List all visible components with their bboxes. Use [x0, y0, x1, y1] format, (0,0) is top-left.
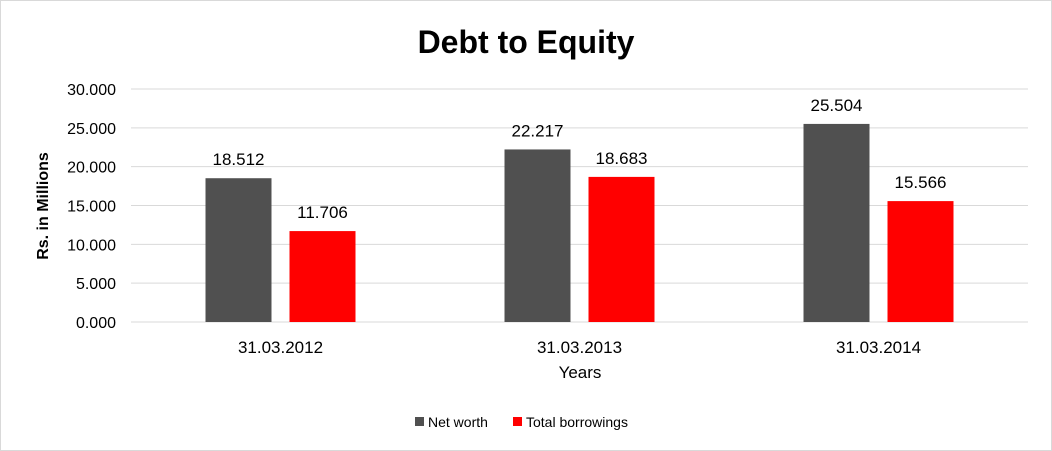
legend-swatch: [415, 417, 424, 426]
bar-net-worth: [205, 178, 272, 322]
bars: [205, 123, 954, 322]
x-axis-categories: 31.03.2012 31.03.2013 31.03.2014: [238, 338, 921, 357]
gridlines: [131, 88, 1028, 323]
y-tick-label: 10.000: [67, 237, 116, 254]
y-tick-label: 15.000: [67, 199, 116, 216]
legend-label: Net worth: [428, 414, 488, 430]
x-category-label: 31.03.2012: [238, 338, 323, 357]
y-axis-ticks: 0.000 5.000 10.000 15.000 20.000 25.000 30.000: [67, 82, 116, 332]
y-axis-title: Rs. in Millions: [35, 152, 52, 260]
x-category-label: 31.03.2014: [836, 338, 921, 357]
data-labels: 18.512 11.706 22.217 18.683 25.504 15.566: [213, 96, 947, 222]
bar-net-worth: [803, 123, 870, 322]
x-category-label: 31.03.2013: [537, 338, 622, 357]
x-axis-title: Years: [559, 363, 602, 382]
y-tick-label: 25.000: [67, 121, 116, 138]
y-tick-label: 5.000: [76, 276, 116, 293]
y-tick-label: 20.000: [67, 160, 116, 177]
data-label: 18.683: [596, 149, 648, 168]
data-label: 11.706: [297, 203, 348, 222]
chart-title: Debt to Equity: [418, 24, 635, 60]
bar-total-borrowings: [887, 201, 954, 322]
legend: Net worth Total borrowings: [415, 414, 628, 430]
legend-label: Total borrowings: [526, 414, 628, 430]
data-label: 18.512: [213, 150, 265, 169]
bar-net-worth: [504, 149, 571, 322]
y-tick-label: 0.000: [76, 315, 116, 332]
legend-swatch: [513, 417, 522, 426]
data-label: 25.504: [811, 96, 863, 115]
y-tick-label: 30.000: [67, 82, 116, 99]
data-label: 15.566: [895, 173, 947, 192]
bar-total-borrowings: [588, 176, 655, 322]
bar-total-borrowings: [289, 231, 356, 322]
data-label: 22.217: [512, 121, 564, 140]
